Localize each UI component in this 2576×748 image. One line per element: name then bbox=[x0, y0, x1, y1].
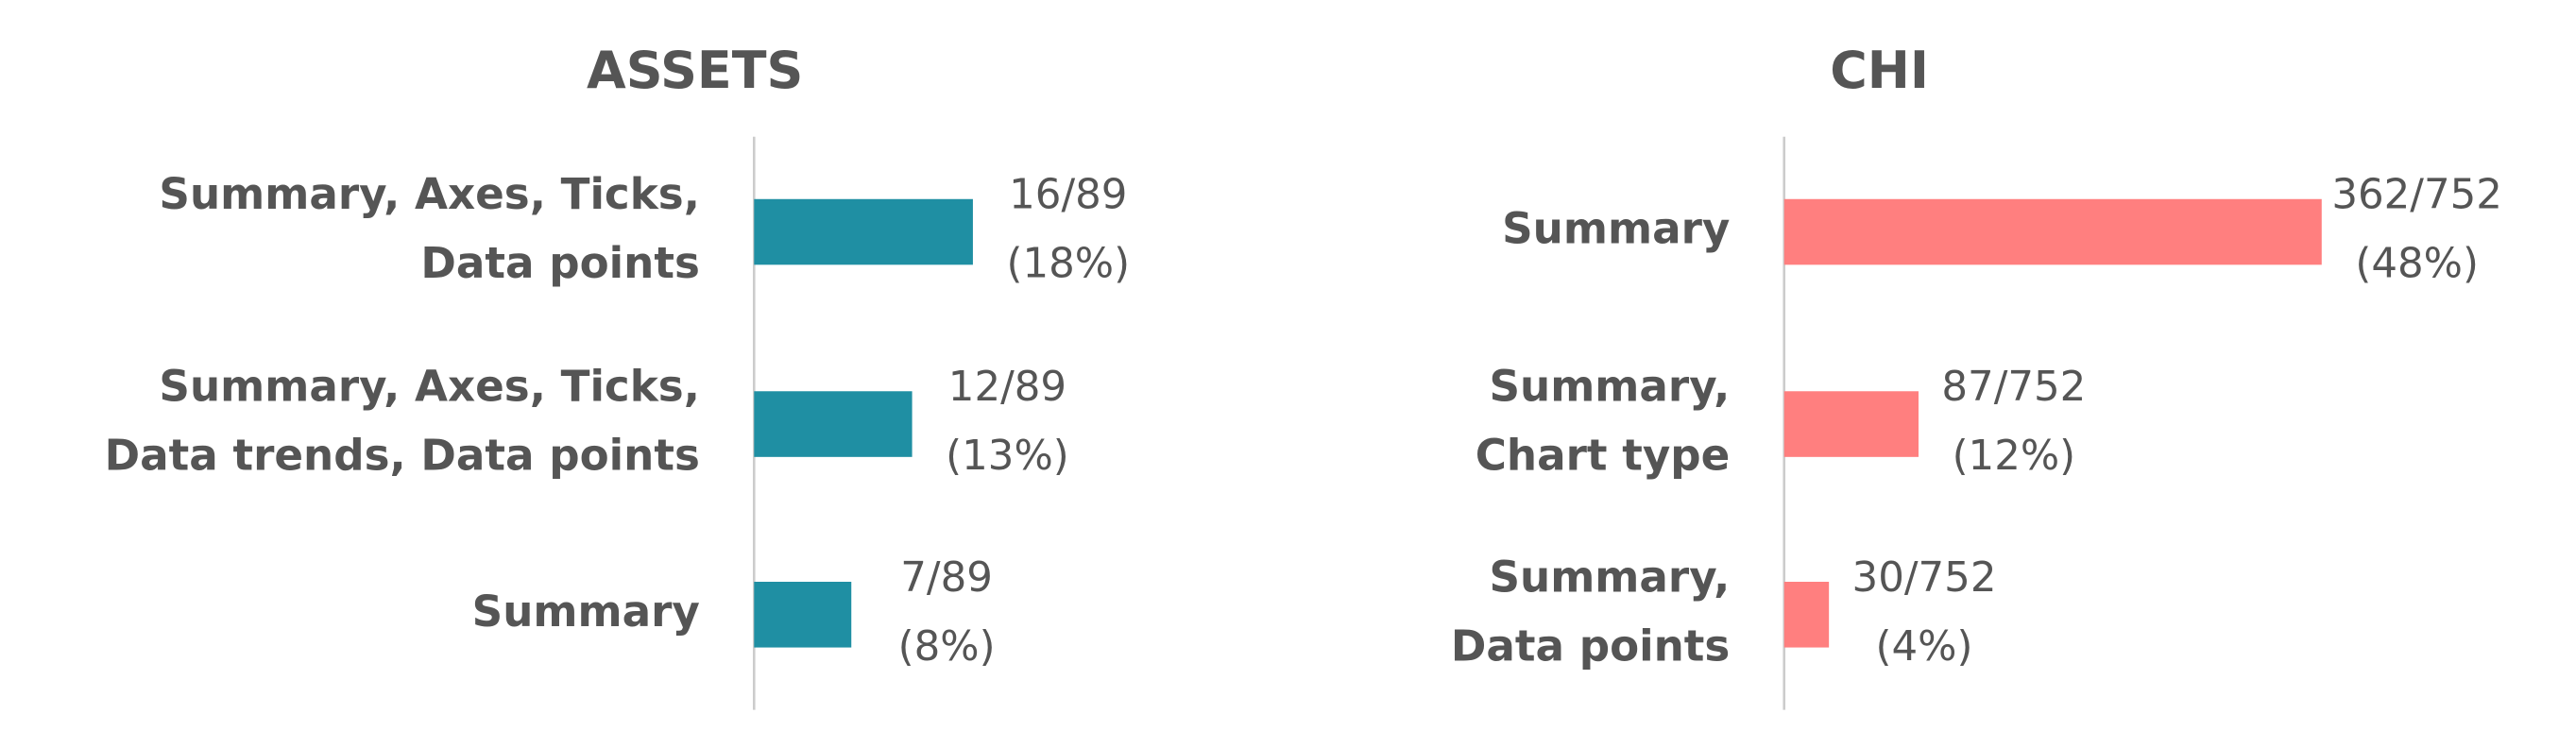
value-label: (12%) bbox=[1953, 433, 2076, 480]
value-label: (13%) bbox=[946, 433, 1069, 480]
bar bbox=[754, 582, 852, 648]
bar bbox=[754, 198, 973, 265]
value-label: 362/752 bbox=[2331, 172, 2502, 219]
category-label: Summary, bbox=[1489, 552, 1730, 602]
category-label: Summary, Axes, Ticks, bbox=[159, 362, 699, 412]
value-label: 87/752 bbox=[1941, 364, 2086, 411]
category-label: Summary, Axes, Ticks, bbox=[159, 169, 699, 219]
value-label: 30/752 bbox=[1852, 554, 1997, 602]
value-label: (48%) bbox=[2355, 241, 2479, 288]
category-label: Data points bbox=[1451, 620, 1730, 671]
value-label: 7/89 bbox=[900, 554, 993, 602]
value-label: (18%) bbox=[1007, 241, 1131, 288]
category-label: Data trends, Data points bbox=[105, 431, 700, 481]
chart-title: CHI bbox=[1830, 41, 1929, 100]
category-label: Data points bbox=[420, 238, 699, 288]
category-label: Summary bbox=[1502, 204, 1730, 254]
category-label: Summary bbox=[472, 586, 700, 637]
bar bbox=[754, 391, 913, 457]
category-label: Chart type bbox=[1476, 431, 1731, 481]
chart-title: ASSETS bbox=[587, 41, 803, 100]
bar bbox=[1783, 198, 2322, 265]
value-label: 12/89 bbox=[948, 364, 1066, 411]
bar bbox=[1783, 582, 1830, 648]
value-label: (8%) bbox=[898, 623, 996, 671]
value-label: (4%) bbox=[1876, 623, 1973, 671]
bar bbox=[1783, 391, 1919, 457]
category-label: Summary, bbox=[1489, 362, 1730, 412]
value-label: 16/89 bbox=[1009, 172, 1127, 219]
